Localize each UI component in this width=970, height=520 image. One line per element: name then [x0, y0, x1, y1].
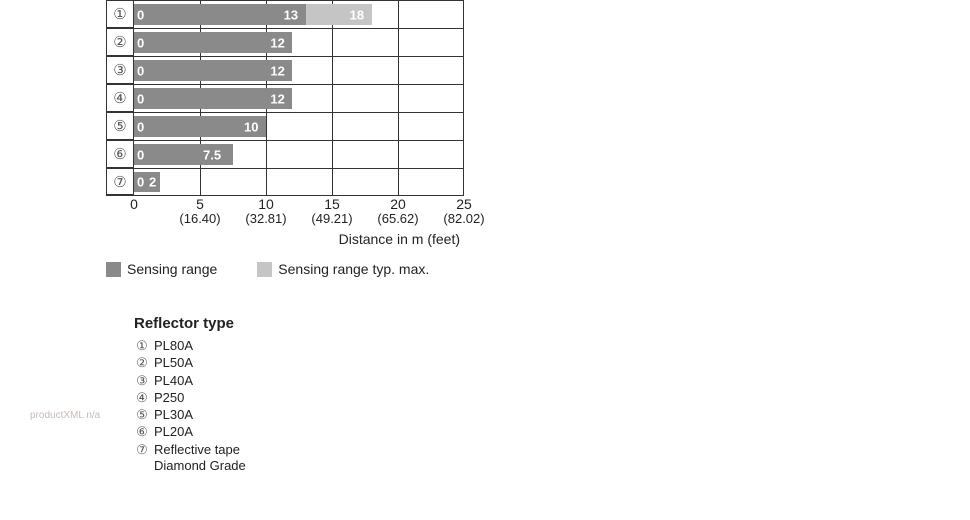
reflector-type-block: Reflector type ①PL80A②PL50A③PL40A④P250⑤P… [134, 315, 246, 475]
swatch-light [257, 262, 272, 277]
bar-value-start: 0 [137, 175, 144, 190]
x-tick: 25(82.02) [443, 197, 484, 227]
reflector-label: PL50A [154, 355, 193, 371]
reflector-marker: ② [134, 355, 150, 371]
plot-area: 07.5 [134, 141, 464, 168]
reflector-label: PL30A [154, 407, 193, 423]
reflector-item: ⑥PL20A [134, 424, 246, 440]
row-marker: ③ [106, 57, 134, 84]
row-marker: ① [106, 1, 134, 28]
row-marker: ⑤ [106, 113, 134, 140]
bar-value-end: 2 [149, 175, 156, 190]
chart-row: ⑥07.5 [106, 140, 464, 168]
reflector-label: PL80A [154, 338, 193, 354]
row-marker: ⑥ [106, 141, 134, 168]
bar-value-end: 7.5 [203, 147, 221, 162]
bar-value-start: 0 [137, 91, 144, 106]
reflector-label: PL40A [154, 373, 193, 389]
bar [134, 88, 292, 109]
bar-value-start: 0 [137, 35, 144, 50]
bar [134, 4, 306, 25]
x-tick: 10(32.81) [245, 197, 286, 227]
reflector-item: ⑦Reflective tape Diamond Grade [134, 442, 246, 475]
watermark: productXML n/a [30, 410, 100, 421]
reflector-marker: ⑤ [134, 407, 150, 423]
bar-value-start: 0 [137, 147, 144, 162]
plot-area: 18 0 13 [134, 1, 464, 28]
row-marker: ② [106, 29, 134, 56]
reflector-label: PL20A [154, 424, 193, 440]
reflector-label: Reflective tape Diamond Grade [154, 442, 246, 475]
x-tick: 5(16.40) [179, 197, 220, 227]
reflector-marker: ① [134, 338, 150, 354]
x-tick: 15(49.21) [311, 197, 352, 227]
plot-area: 02 [134, 169, 464, 195]
bar [134, 32, 292, 53]
bar-value-end: 12 [270, 63, 284, 78]
reflector-marker: ④ [134, 390, 150, 406]
bar-value-end: 12 [270, 35, 284, 50]
bar-value-end: 10 [244, 119, 258, 134]
plot-area: 0 12 [134, 85, 464, 112]
chart-row: ① 18 0 13 [106, 0, 464, 28]
legend: Sensing range Sensing range typ. max. [106, 261, 429, 277]
bar-value-start: 0 [137, 63, 144, 78]
axis-title: Distance in m (feet) [134, 231, 464, 247]
chart-row: ⑦02 [106, 168, 464, 196]
plot-area: 0 12 [134, 29, 464, 56]
chart-row: ④0 12 [106, 84, 464, 112]
bar-value-start: 0 [137, 7, 144, 22]
legend-label-b: Sensing range typ. max. [278, 261, 429, 277]
plot-area: 0 12 [134, 57, 464, 84]
plot-area: 0 10 [134, 113, 464, 140]
chart-row: ③0 12 [106, 56, 464, 84]
legend-item-sensing-range-max: Sensing range typ. max. [257, 261, 429, 277]
reflector-marker: ⑦ [134, 442, 150, 458]
reflector-item: ④P250 [134, 390, 246, 406]
reflector-marker: ⑥ [134, 424, 150, 440]
bar-value-max: 18 [350, 7, 364, 22]
swatch-dark [106, 262, 121, 277]
legend-label-a: Sensing range [127, 261, 217, 277]
reflector-title: Reflector type [134, 315, 246, 332]
row-marker: ⑦ [106, 169, 134, 195]
row-marker: ④ [106, 85, 134, 112]
bar-value-start: 0 [137, 119, 144, 134]
bar-value-end: 13 [284, 7, 298, 22]
x-tick: 20(65.62) [377, 197, 418, 227]
legend-item-sensing-range: Sensing range [106, 261, 217, 277]
reflector-item: ①PL80A [134, 338, 246, 354]
reflector-marker: ③ [134, 373, 150, 389]
sensing-range-chart: ①18013②012③012④012⑤010⑥07.5⑦02 05(16.40)… [106, 0, 464, 196]
reflector-item: ③PL40A [134, 373, 246, 389]
x-tick: 0 [130, 197, 138, 212]
chart-row: ②0 12 [106, 28, 464, 56]
reflector-item: ②PL50A [134, 355, 246, 371]
chart-row: ⑤0 10 [106, 112, 464, 140]
reflector-item: ⑤PL30A [134, 407, 246, 423]
bar [134, 60, 292, 81]
reflector-label: P250 [154, 390, 184, 406]
bar-value-end: 12 [270, 91, 284, 106]
